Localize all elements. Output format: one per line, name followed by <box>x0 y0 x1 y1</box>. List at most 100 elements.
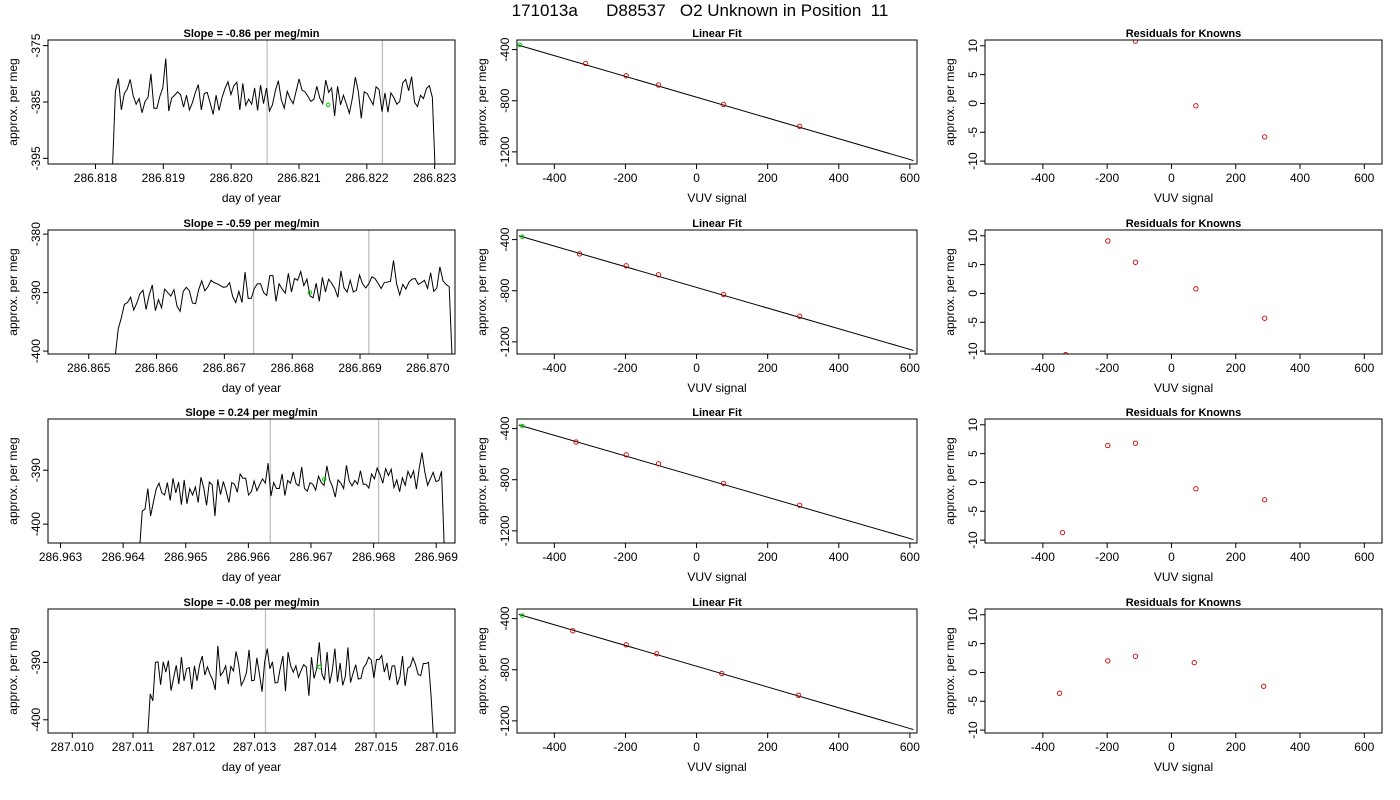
y-axis-label: approx. per meg <box>6 627 20 714</box>
data-point <box>623 452 629 458</box>
data-point <box>1105 442 1111 449</box>
y-axis-label: approx. per meg <box>6 437 20 524</box>
x-axis-label: day of year <box>222 191 281 205</box>
x-axis-label: VUV signal <box>687 760 746 774</box>
y-axis-label: approx. per meg <box>475 248 489 335</box>
x-axis-label: day of year <box>222 760 281 774</box>
y-tick-label: -400 <box>498 416 512 440</box>
fit-line <box>518 613 914 731</box>
y-tick-label: 10 <box>966 418 980 432</box>
y-tick-label: -1200 <box>498 515 512 546</box>
x-tick-label: 400 <box>1290 171 1310 185</box>
y-axis-label: approx. per meg <box>943 437 957 524</box>
x-tick-label: 286.870 <box>406 361 450 375</box>
x-tick-label: 286.965 <box>164 550 208 564</box>
x-tick-label: 200 <box>1226 550 1246 564</box>
y-tick-label: 5 <box>966 450 980 457</box>
y-tick-label: 0 <box>966 669 980 676</box>
x-tick-label: 287.010 <box>51 740 95 754</box>
x-tick-label: -200 <box>1095 740 1119 754</box>
data-point <box>623 263 629 269</box>
x-tick-label: 287.014 <box>294 740 338 754</box>
panel-4: 286.865 286.866 286.867 286.868 286.869 286.8… <box>6 218 456 395</box>
y-tick-label: -800 <box>498 467 512 491</box>
plot-frame <box>47 39 456 165</box>
series-line <box>139 452 445 543</box>
data-point <box>1105 658 1111 664</box>
y-tick-label: 10 <box>966 39 980 53</box>
panel-10: 287.010 287.011 287.012 287.013 287.014 287.0… <box>6 597 459 774</box>
data-point <box>797 502 803 508</box>
x-tick-label: 400 <box>1290 361 1310 375</box>
unknown-point <box>321 477 327 482</box>
x-tick-label: 286.866 <box>135 361 179 375</box>
data-point <box>1262 497 1268 503</box>
panel-title: Residuals for Knowns <box>1126 218 1242 230</box>
data-point <box>797 313 803 319</box>
y-tick-label: 5 <box>966 261 980 268</box>
x-tick-label: -200 <box>613 361 637 375</box>
x-tick-label: 400 <box>1290 550 1310 564</box>
unknown-point <box>307 290 313 295</box>
panel-title: Linear Fit <box>692 218 742 230</box>
x-tick-label: 286.967 <box>289 550 333 564</box>
plot-frame <box>516 39 918 165</box>
data-point <box>1193 486 1199 492</box>
unknown-point <box>325 102 331 108</box>
y-tick-label: -800 <box>498 88 512 112</box>
panel-title: Residuals for Knowns <box>1126 597 1242 609</box>
x-tick-label: 400 <box>829 740 849 754</box>
x-tick-label: 600 <box>900 361 920 375</box>
y-tick-label: -400 <box>29 512 43 536</box>
x-tick-label: 286.823 <box>413 171 457 185</box>
plot-frame <box>984 229 1383 355</box>
x-tick-label: 0 <box>1168 171 1175 185</box>
y-tick-label: -1200 <box>498 705 512 736</box>
series-line <box>112 58 436 164</box>
panel-title: Linear Fit <box>692 407 742 419</box>
panel-6: -400 -200 0 200 400 600 10 5 0 -5 -10 Residuals for… <box>943 218 1383 395</box>
y-tick-label: -800 <box>498 278 512 302</box>
data-point <box>1059 529 1066 536</box>
y-tick-label: -395 <box>29 146 43 170</box>
x-tick-label: 287.011 <box>112 740 155 754</box>
unknown-point <box>520 234 525 240</box>
series-line <box>114 260 453 354</box>
y-axis-label: approx. per meg <box>6 248 20 335</box>
y-tick-label: -5 <box>966 696 980 707</box>
x-tick-label: -200 <box>1095 361 1119 375</box>
y-tick-label: -400 <box>498 606 512 630</box>
x-tick-label: 600 <box>900 550 920 564</box>
y-tick-label: -400 <box>29 339 43 363</box>
x-tick-label: 286.820 <box>209 171 253 185</box>
y-axis-label: approx. per meg <box>475 437 489 524</box>
data-point <box>719 670 725 677</box>
x-tick-label: -200 <box>1095 550 1119 564</box>
x-tick-label: 0 <box>693 740 700 754</box>
y-tick-label: -5 <box>966 506 980 517</box>
x-axis-label: day of year <box>222 570 281 584</box>
x-tick-label: 200 <box>1226 740 1246 754</box>
panel-5: -400 -200 0 200 400 600 -400 -800 -1200 Linear Fi… <box>475 218 920 395</box>
x-tick-label: 0 <box>693 361 700 375</box>
x-tick-label: 287.015 <box>354 740 398 754</box>
plot-frame <box>516 229 918 355</box>
plot-frame <box>984 608 1383 734</box>
fit-line <box>518 424 914 541</box>
x-tick-label: 286.963 <box>39 550 83 564</box>
x-tick-label: 200 <box>758 361 778 375</box>
x-tick-label: 200 <box>1226 171 1246 185</box>
data-point <box>1262 134 1268 140</box>
unknown-point <box>517 42 523 48</box>
x-tick-label: 600 <box>1354 740 1374 754</box>
data-point <box>795 692 802 698</box>
x-tick-label: 0 <box>693 171 700 185</box>
x-tick-label: 286.865 <box>67 361 111 375</box>
data-point <box>1193 103 1199 109</box>
x-axis-label: VUV signal <box>1154 570 1213 584</box>
x-tick-label: 200 <box>1226 361 1246 375</box>
x-tick-label: 286.869 <box>338 361 382 375</box>
x-tick-label: 400 <box>1290 740 1310 754</box>
y-tick-label: -800 <box>498 657 512 681</box>
plot-frame <box>984 418 1383 544</box>
